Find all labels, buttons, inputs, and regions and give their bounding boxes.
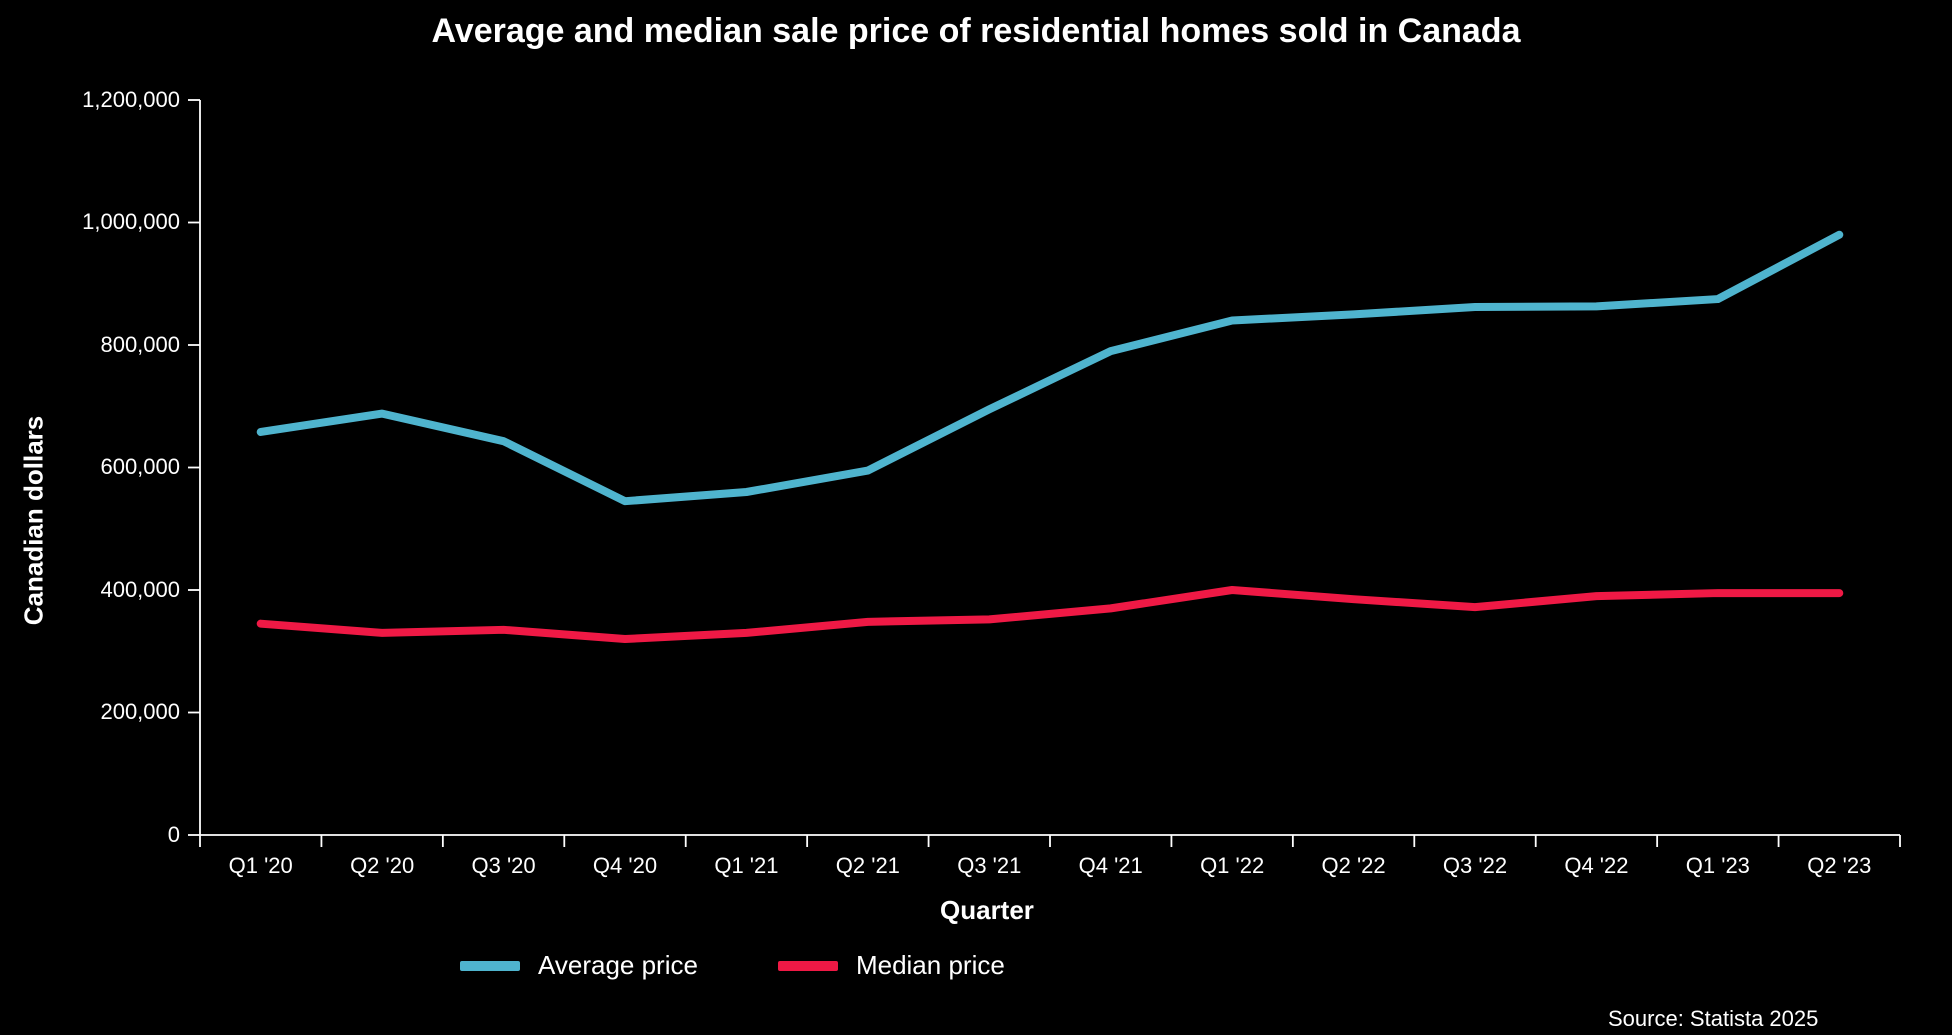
chart-container: { "chart": { "type": "line", "background… — [0, 0, 1952, 1035]
x-tick-label: Q3 '21 — [929, 853, 1050, 879]
plot-area — [0, 0, 1952, 1035]
source-attribution: Source: Statista 2025 — [1608, 1006, 1818, 1032]
legend-swatch — [460, 961, 520, 971]
legend-item: Average price — [460, 950, 698, 981]
x-tick-label: Q3 '22 — [1414, 853, 1535, 879]
legend-label: Median price — [856, 950, 1005, 981]
x-tick-label: Q1 '20 — [200, 853, 321, 879]
x-tick-label: Q1 '23 — [1657, 853, 1778, 879]
y-tick-label: 800,000 — [100, 332, 180, 358]
legend-label: Average price — [538, 950, 698, 981]
x-tick-label: Q4 '20 — [564, 853, 685, 879]
x-tick-label: Q3 '20 — [443, 853, 564, 879]
x-tick-label: Q1 '22 — [1171, 853, 1292, 879]
y-tick-label: 400,000 — [100, 577, 180, 603]
x-axis-label: Quarter — [940, 895, 1034, 926]
y-axis-label: Canadian dollars — [19, 371, 50, 671]
y-tick-label: 600,000 — [100, 454, 180, 480]
x-tick-label: Q2 '20 — [321, 853, 442, 879]
y-tick-label: 200,000 — [100, 699, 180, 725]
y-tick-label: 0 — [168, 822, 180, 848]
legend: Average price Median price — [460, 950, 1005, 981]
legend-item: Median price — [778, 950, 1005, 981]
y-tick-label: 1,200,000 — [82, 87, 180, 113]
x-tick-label: Q2 '21 — [807, 853, 928, 879]
x-tick-label: Q1 '21 — [686, 853, 807, 879]
x-tick-label: Q2 '23 — [1779, 853, 1900, 879]
x-tick-label: Q2 '22 — [1293, 853, 1414, 879]
series-line — [261, 235, 1840, 501]
x-tick-label: Q4 '21 — [1050, 853, 1171, 879]
x-tick-label: Q4 '22 — [1536, 853, 1657, 879]
legend-swatch — [778, 961, 838, 971]
series-line — [261, 590, 1840, 639]
y-tick-label: 1,000,000 — [82, 209, 180, 235]
